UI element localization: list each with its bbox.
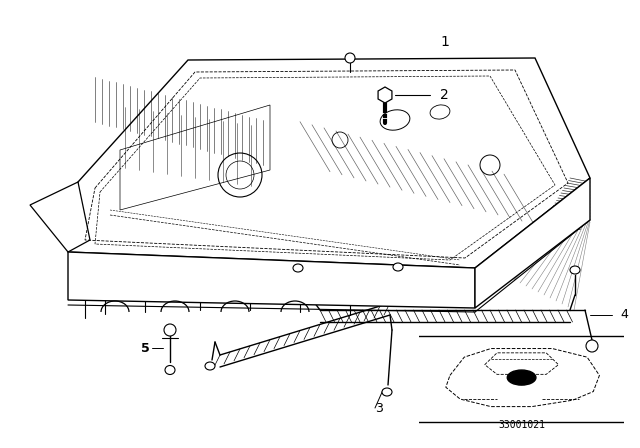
Polygon shape [378, 87, 392, 103]
Ellipse shape [570, 266, 580, 274]
Text: 33001021: 33001021 [498, 420, 545, 430]
Text: 1: 1 [440, 35, 449, 49]
Circle shape [345, 53, 355, 63]
Text: 5: 5 [141, 341, 149, 354]
Text: 3: 3 [375, 401, 383, 414]
Polygon shape [30, 182, 90, 252]
Ellipse shape [293, 264, 303, 272]
Ellipse shape [165, 366, 175, 375]
Ellipse shape [205, 362, 215, 370]
Text: 2: 2 [440, 88, 449, 102]
Text: 4: 4 [620, 309, 628, 322]
Polygon shape [475, 178, 590, 308]
Circle shape [508, 370, 536, 385]
Polygon shape [68, 58, 590, 268]
Ellipse shape [382, 388, 392, 396]
Ellipse shape [393, 263, 403, 271]
Circle shape [586, 340, 598, 352]
Circle shape [164, 324, 176, 336]
Polygon shape [68, 252, 475, 308]
